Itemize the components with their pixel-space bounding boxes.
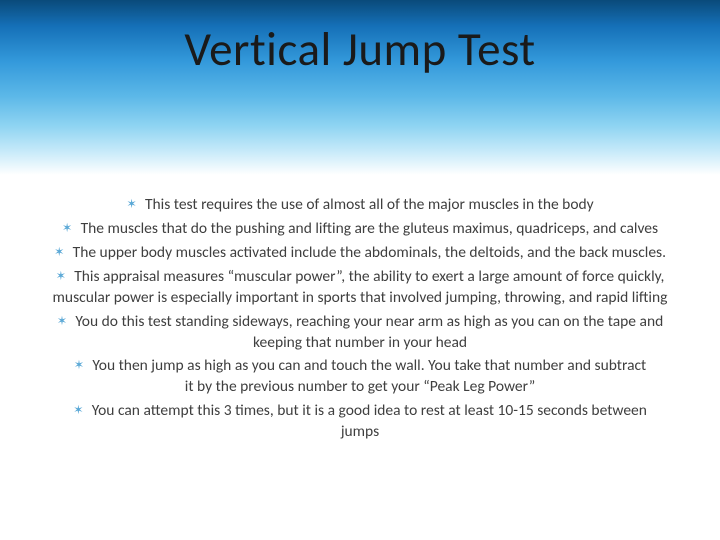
bullet-item: ✶ This test requires the use of almost al… xyxy=(32,195,688,216)
bullet-glyph-icon: ✶ xyxy=(73,403,84,418)
bullet-text: You then jump as high as you can and tou… xyxy=(92,356,646,396)
bullet-glyph-icon: ✶ xyxy=(56,269,67,284)
bullet-glyph-icon: ✶ xyxy=(62,221,73,236)
bullet-text: You do this test standing sideways, reac… xyxy=(75,312,663,352)
bullet-item: ✶ You then jump as high as you can and to… xyxy=(32,356,688,398)
bullet-text: This test requires the use of almost all… xyxy=(145,195,594,214)
bullet-text: You can attempt this 3 times, but it is … xyxy=(92,401,647,441)
bullet-glyph-icon: ✶ xyxy=(54,245,65,260)
slide-body: ✶ This test requires the use of almost al… xyxy=(32,195,688,520)
bullet-item: ✶ You do this test standing sideways, rea… xyxy=(32,312,688,354)
bullet-text: The upper body muscles activated include… xyxy=(73,243,666,262)
bullet-item: ✶ The muscles that do the pushing and lif… xyxy=(32,219,688,240)
bullet-text: The muscles that do the pushing and lift… xyxy=(81,219,659,238)
bullet-text: This appraisal measures “muscular power”… xyxy=(53,267,668,307)
bullet-glyph-icon: ✶ xyxy=(74,358,85,373)
bullet-item: ✶ The upper body muscles activated includ… xyxy=(32,243,688,264)
slide-title: Vertical Jump Test xyxy=(0,20,720,78)
bullet-glyph-icon: ✶ xyxy=(57,314,68,329)
bullet-item: ✶This appraisal measures “muscular power… xyxy=(32,267,688,309)
bullet-glyph-icon: ✶ xyxy=(126,197,137,212)
bullet-item: ✶ You can attempt this 3 times, but it is… xyxy=(32,401,688,443)
slide: Vertical Jump Test ✶ This test requires t… xyxy=(0,0,720,540)
